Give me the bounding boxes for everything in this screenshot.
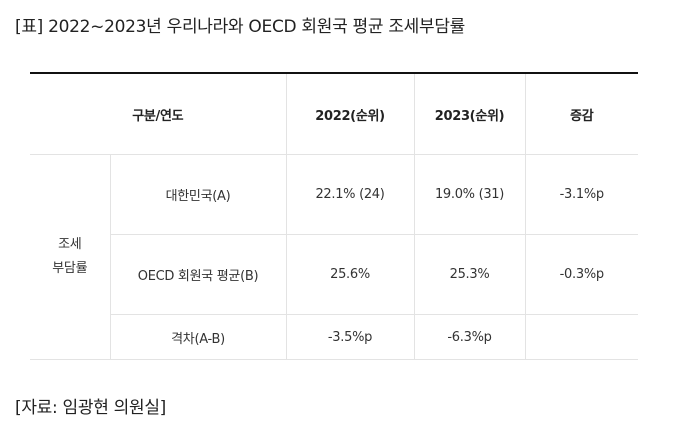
row-label: 대한민국(A) — [109, 154, 286, 235]
group-label-cell: 조세 부담률 — [30, 154, 110, 360]
cell-2022: -3.5%p — [285, 314, 414, 360]
table-row: 격차(A-B) -3.5%p -6.3%p — [30, 314, 638, 360]
row-label: 격차(A-B) — [109, 314, 286, 360]
table-row: 조세 부담률 대한민국(A) 22.1% (24) 19.0% (31) -3.… — [30, 154, 638, 360]
tax-burden-table: 구분/연도 2022(순위) 2023(순위) 증감 조세 부담률 대한민국(A… — [30, 72, 638, 360]
cell-change: -3.1%p — [524, 154, 638, 235]
tax-burden-table-container: 구분/연도 2022(순위) 2023(순위) 증감 조세 부담률 대한민국(A… — [30, 72, 638, 360]
cell-change — [524, 314, 638, 360]
header-2022: 2022(순위) — [285, 73, 414, 155]
cell-change: -0.3%p — [524, 234, 638, 315]
header-change: 증감 — [524, 73, 638, 155]
table-caption: [표] 2022~2023년 우리나라와 OECD 회원국 평균 조세부담률 — [15, 17, 466, 37]
header-2023: 2023(순위) — [413, 73, 525, 155]
header-category: 구분/연도 — [30, 73, 286, 155]
cell-2022: 25.6% — [285, 234, 414, 315]
source-note: [자료: 임광현 의원실] — [15, 398, 167, 418]
group-label-line2: 부담률 — [52, 261, 88, 276]
row-label: OECD 회원국 평균(B) — [109, 234, 286, 315]
table-row: OECD 회원국 평균(B) 25.6% 25.3% -0.3%p — [30, 234, 638, 315]
cell-2023: 19.0% (31) — [413, 154, 525, 235]
cell-2022: 22.1% (24) — [285, 154, 414, 235]
cell-2023: 25.3% — [413, 234, 525, 315]
table-header-row: 구분/연도 2022(순위) 2023(순위) 증감 — [30, 73, 638, 155]
group-label-line1: 조세 — [58, 237, 82, 252]
cell-2023: -6.3%p — [413, 314, 525, 360]
